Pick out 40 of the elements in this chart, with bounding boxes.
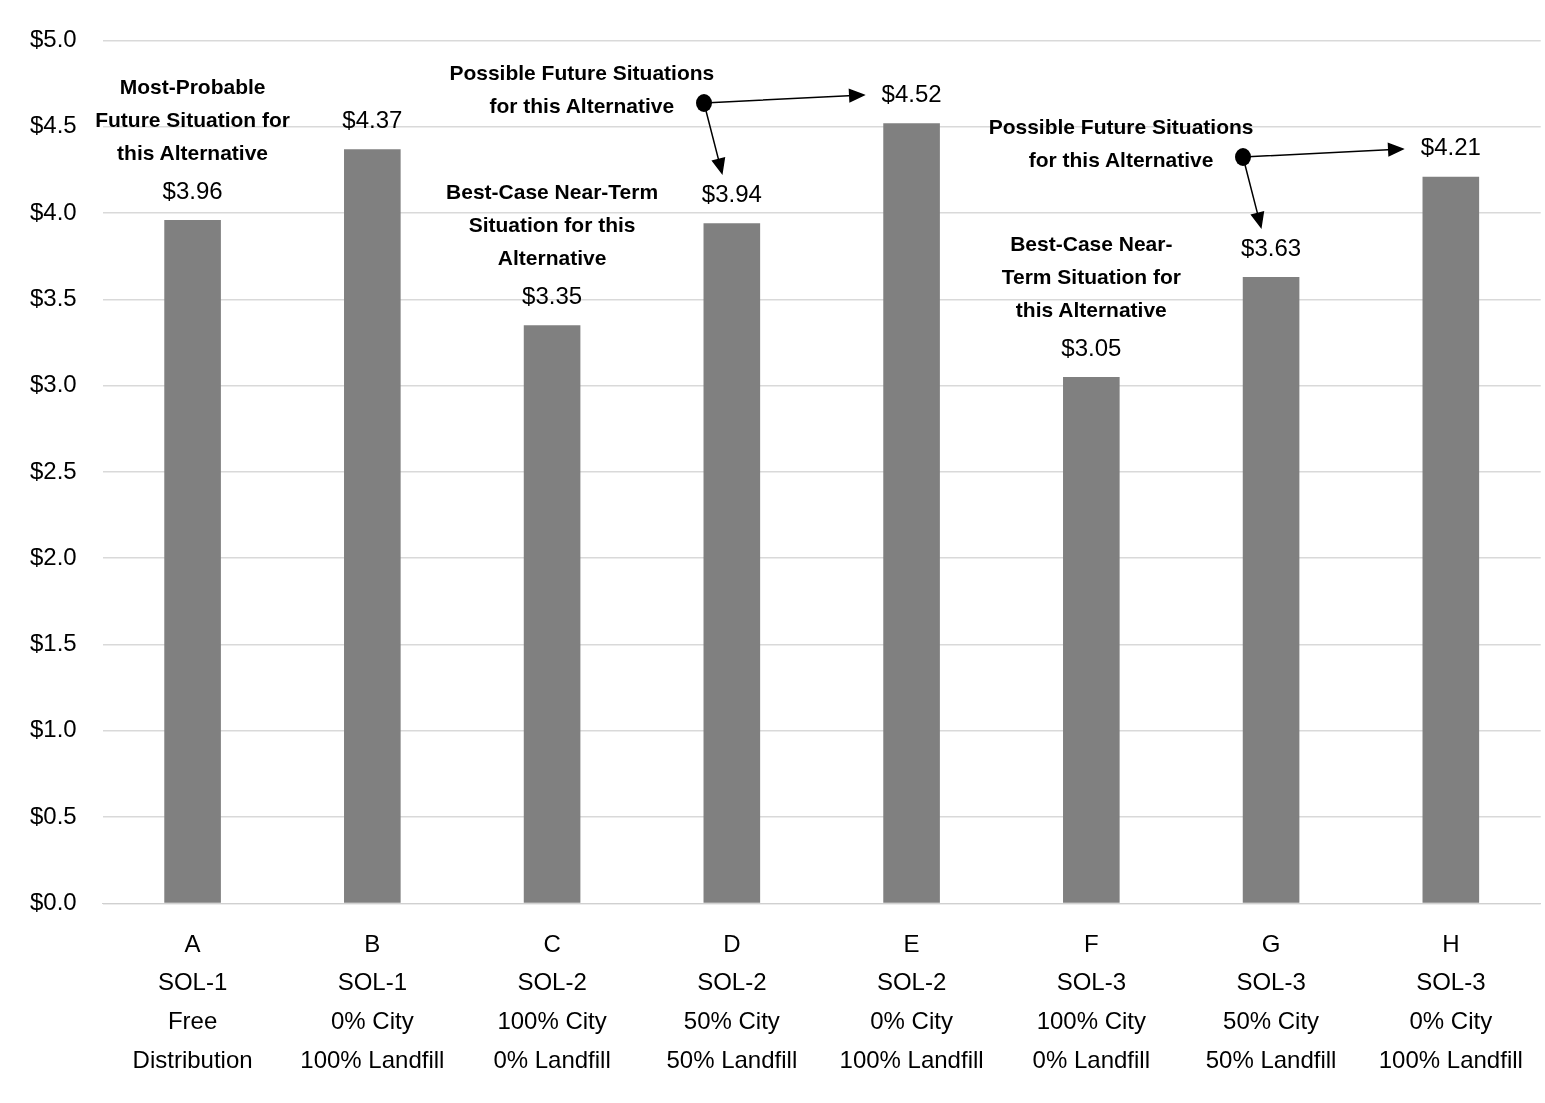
- bar: [703, 223, 761, 903]
- x-tick-label: D SOL-2 50% City 50% Landfill: [666, 929, 798, 1074]
- data-label: $3.96: [162, 176, 223, 204]
- annotation: Best-Case Near-Term Situation for this Alternative: [446, 180, 659, 270]
- annotation: Possible Future Situations for this Alternative: [988, 114, 1254, 171]
- y-tick-label: $4.0: [29, 197, 77, 225]
- data-label: $4.52: [881, 79, 942, 107]
- y-tick-label: $5.0: [29, 25, 77, 53]
- data-label: $4.37: [342, 105, 403, 133]
- annotation: Possible Future Situations for this Alternative: [449, 61, 715, 118]
- bar: [1063, 377, 1120, 903]
- x-tick-label: E SOL-2 0% City 100% Landfill: [839, 929, 984, 1074]
- x-tick-label: A SOL-1 Free Distribution: [132, 929, 253, 1074]
- x-tick-label: C SOL-2 100% City 0% Landfill: [493, 929, 611, 1074]
- y-tick-label: $1.5: [29, 629, 77, 657]
- y-tick-label: $4.5: [29, 111, 77, 139]
- bar: [164, 219, 221, 903]
- data-label: $3.94: [701, 180, 762, 207]
- y-tick-label: $3.5: [29, 283, 77, 311]
- y-tick-label: $0.0: [29, 888, 77, 916]
- y-tick-label: $2.5: [29, 456, 77, 484]
- x-tick-label: F SOL-3 100% City 0% Landfill: [1032, 929, 1151, 1074]
- y-tick-label: $2.0: [29, 542, 77, 570]
- bar: [523, 325, 581, 903]
- annotation: Most-Probable Future Situation for this Alternative: [95, 74, 290, 164]
- bar: [1242, 276, 1300, 903]
- y-tick-label: $3.0: [29, 370, 77, 398]
- y-tick-label: $0.5: [29, 801, 77, 829]
- data-label: $4.21: [1420, 133, 1481, 161]
- x-tick-label: H SOL-3 0% City 100% Landfill: [1378, 929, 1523, 1074]
- data-label: $3.05: [1061, 333, 1122, 361]
- data-label: $3.35: [522, 281, 583, 309]
- x-tick-label: B SOL-1 0% City 100% Landfill: [300, 929, 445, 1074]
- bar: [883, 123, 940, 903]
- bar: [1422, 176, 1480, 903]
- annotation: Best-Case Near- Term Situation for this Alternative: [1001, 231, 1181, 321]
- y-tick-label: $1.0: [29, 715, 77, 743]
- bar: [344, 149, 401, 903]
- x-tick-label: G SOL-3 50% City 50% Landfill: [1205, 929, 1337, 1074]
- data-label: $3.63: [1241, 233, 1302, 261]
